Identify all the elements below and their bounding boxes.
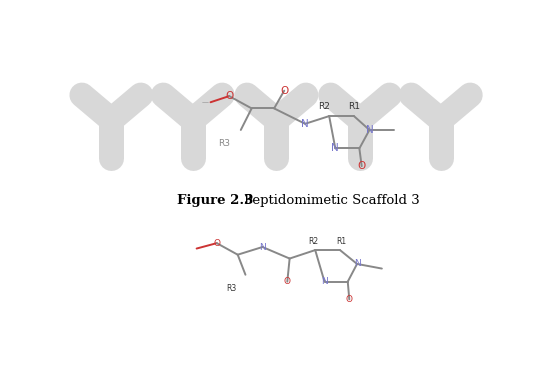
Text: R2: R2 bbox=[318, 102, 331, 112]
Text: N: N bbox=[259, 243, 266, 252]
Text: O: O bbox=[280, 86, 288, 96]
Text: R1: R1 bbox=[337, 237, 346, 246]
Text: Figure 2.3: Figure 2.3 bbox=[177, 194, 253, 207]
Text: R2: R2 bbox=[308, 237, 318, 246]
Text: O: O bbox=[284, 277, 291, 286]
Text: Peptidomimetic Scaffold 3: Peptidomimetic Scaffold 3 bbox=[244, 194, 420, 207]
Text: O: O bbox=[225, 91, 233, 101]
Text: R3: R3 bbox=[227, 284, 236, 293]
Text: —: — bbox=[202, 99, 209, 105]
Text: R1: R1 bbox=[348, 102, 360, 112]
Text: N: N bbox=[366, 125, 373, 135]
Text: O: O bbox=[213, 239, 220, 248]
Text: N: N bbox=[332, 144, 339, 153]
Text: N: N bbox=[354, 259, 360, 268]
Text: O: O bbox=[358, 161, 366, 171]
Text: R3: R3 bbox=[218, 138, 230, 147]
Text: N: N bbox=[301, 119, 309, 129]
Text: O: O bbox=[346, 295, 353, 304]
Text: N: N bbox=[321, 277, 328, 286]
